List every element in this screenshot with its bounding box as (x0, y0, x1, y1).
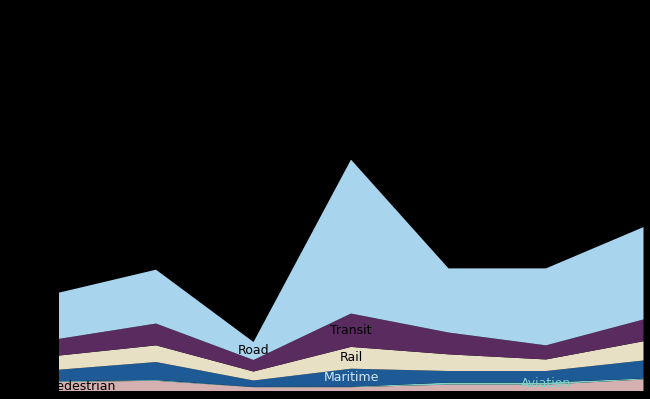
Text: Aviation: Aviation (521, 377, 571, 390)
Text: Transit: Transit (330, 324, 372, 337)
Text: Maritime: Maritime (323, 371, 379, 384)
Text: Bicycle-Pedestrian: Bicycle-Pedestrian (1, 380, 116, 393)
Text: Road: Road (238, 344, 269, 358)
Text: Rail: Rail (339, 351, 363, 364)
